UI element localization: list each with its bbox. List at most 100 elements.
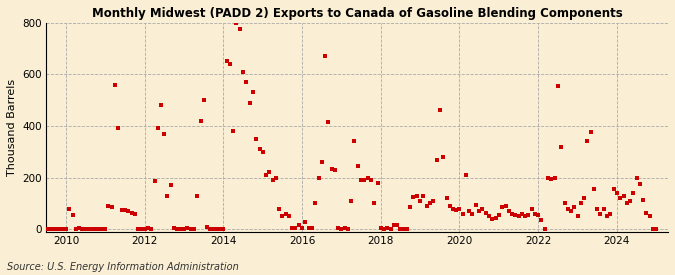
Point (205, 227, 216, 232)
Point (169, 226, 180, 230)
Point (162, 194, 173, 198)
Point (651, 227, 661, 232)
Point (317, 160, 327, 164)
Point (585, 130, 596, 134)
Point (634, 182, 645, 186)
Point (352, 164, 363, 168)
Point (516, 211, 527, 216)
Title: Monthly Midwest (PADD 2) Exports to Canada of Gasoline Blending Components: Monthly Midwest (PADD 2) Exports to Cana… (92, 7, 622, 20)
Point (506, 211, 517, 216)
Point (566, 209, 576, 213)
Point (179, 227, 190, 232)
Point (41, 227, 52, 231)
Point (287, 226, 298, 230)
Point (149, 179, 160, 184)
Point (425, 201, 435, 206)
Point (34, 227, 45, 232)
Point (520, 214, 531, 219)
Point (497, 205, 508, 210)
Point (139, 227, 150, 232)
Point (186, 227, 196, 232)
Point (366, 178, 377, 182)
Point (375, 226, 386, 230)
Point (461, 173, 472, 177)
Point (418, 194, 429, 198)
Point (218, 227, 229, 232)
Point (615, 196, 626, 200)
Point (244, 100, 255, 105)
Point (264, 170, 275, 175)
Point (192, 194, 202, 198)
Point (117, 208, 128, 212)
Point (369, 201, 379, 206)
Point (575, 201, 586, 206)
Point (444, 204, 455, 208)
Point (211, 227, 222, 232)
Point (500, 204, 511, 208)
Point (431, 157, 442, 162)
Point (530, 211, 541, 216)
Point (549, 175, 560, 180)
Point (582, 139, 593, 144)
Point (234, 27, 245, 31)
Point (57, 227, 68, 232)
Point (559, 201, 570, 206)
Point (303, 226, 314, 230)
Point (644, 214, 655, 219)
Point (319, 54, 330, 58)
Point (546, 177, 557, 181)
Point (300, 219, 310, 224)
Point (448, 207, 458, 211)
Point (44, 227, 55, 232)
Point (113, 126, 124, 131)
Point (294, 223, 304, 228)
Point (395, 227, 406, 232)
Point (641, 210, 652, 215)
Point (156, 103, 167, 108)
Point (333, 226, 344, 230)
Point (392, 223, 403, 228)
Point (130, 211, 140, 216)
Point (280, 211, 291, 216)
Point (146, 227, 157, 232)
Point (261, 173, 271, 177)
Point (87, 227, 98, 232)
Point (493, 213, 504, 217)
Point (208, 227, 219, 232)
Point (221, 59, 232, 64)
Point (142, 226, 153, 230)
Point (284, 214, 294, 219)
Point (336, 227, 347, 232)
Point (159, 131, 169, 136)
Point (474, 209, 485, 213)
Point (569, 205, 580, 210)
Point (47, 227, 58, 232)
Point (277, 214, 288, 219)
Point (165, 183, 176, 188)
Point (103, 204, 114, 208)
Y-axis label: Thousand Barrels: Thousand Barrels (7, 79, 17, 176)
Point (182, 226, 192, 230)
Point (592, 207, 603, 211)
Point (428, 199, 439, 203)
Point (435, 108, 446, 112)
Point (313, 175, 324, 180)
Point (343, 227, 354, 232)
Point (533, 213, 543, 217)
Point (188, 227, 199, 232)
Point (589, 187, 599, 191)
Point (457, 211, 468, 216)
Point (132, 227, 143, 232)
Point (201, 224, 212, 229)
Point (631, 175, 642, 180)
Point (136, 227, 147, 232)
Point (398, 227, 409, 232)
Point (454, 207, 465, 211)
Point (349, 139, 360, 144)
Point (441, 196, 452, 200)
Point (526, 207, 537, 211)
Point (107, 205, 117, 210)
Point (513, 214, 524, 219)
Point (241, 80, 252, 84)
Point (408, 195, 419, 199)
